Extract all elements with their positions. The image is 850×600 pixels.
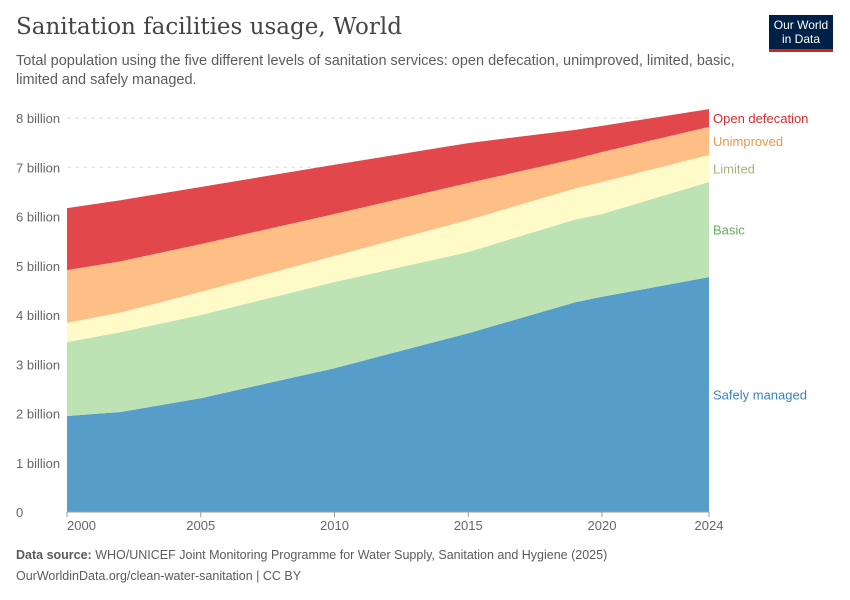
- area-safely-managed: [67, 277, 709, 512]
- y-tick-label: 1 billion: [16, 456, 60, 471]
- x-tick-label: 2024: [695, 518, 724, 533]
- y-tick-label: 2 billion: [16, 407, 60, 422]
- y-tick-label: 0: [16, 505, 23, 520]
- data-source: Data source: WHO/UNICEF Joint Monitoring…: [16, 548, 607, 562]
- series-label: Basic: [713, 223, 745, 238]
- chart-subtitle: Total population using the five differen…: [16, 53, 735, 88]
- area-limited: [67, 154, 709, 343]
- x-tick-label: 2020: [588, 518, 617, 533]
- owid-logo[interactable]: Our World in Data: [769, 15, 833, 52]
- source-url[interactable]: OurWorldinData.org/clean-water-sanitatio…: [16, 569, 302, 583]
- series-label: Limited: [713, 161, 755, 176]
- x-tick-label: 2015: [454, 518, 483, 533]
- area-unimproved: [67, 126, 709, 323]
- y-tick-label: 5 billion: [16, 259, 60, 274]
- chart-title: Sanitation facilities usage, World: [16, 14, 402, 40]
- y-tick-label: 4 billion: [16, 308, 60, 323]
- series-label: Unimproved: [713, 134, 783, 149]
- x-tick-label: 2000: [67, 518, 96, 533]
- data-source-label: Data source:: [16, 548, 92, 562]
- y-tick-label: 7 billion: [16, 160, 60, 175]
- area-open-defecation: [67, 109, 709, 271]
- y-tick-label: 8 billion: [16, 111, 60, 126]
- area-basic: [67, 182, 709, 416]
- series-label: Safely managed: [713, 388, 807, 403]
- y-tick-label: 3 billion: [16, 357, 60, 372]
- x-tick-label: 2010: [320, 518, 349, 533]
- data-source-text: WHO/UNICEF Joint Monitoring Programme fo…: [95, 548, 608, 562]
- x-tick-label: 2005: [186, 518, 215, 533]
- series-label: Open defecation: [713, 111, 808, 126]
- y-tick-label: 6 billion: [16, 210, 60, 225]
